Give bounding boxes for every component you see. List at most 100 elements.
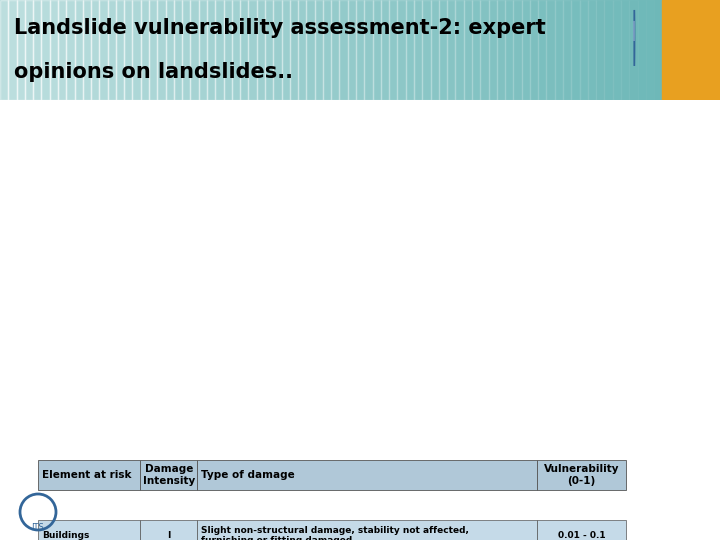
- Bar: [464, 0, 472, 100]
- Bar: [298, 0, 306, 100]
- Bar: [356, 0, 364, 100]
- Text: Vulnerability
(0-1): Vulnerability (0-1): [544, 464, 619, 485]
- Bar: [662, 0, 720, 100]
- Bar: [108, 0, 116, 100]
- Bar: [149, 0, 157, 100]
- Bar: [315, 0, 323, 100]
- Bar: [91, 0, 99, 100]
- Bar: [232, 0, 240, 100]
- Bar: [38, 520, 140, 540]
- Bar: [50, 0, 58, 100]
- Bar: [497, 0, 505, 100]
- Bar: [554, 0, 563, 100]
- Bar: [596, 0, 604, 100]
- Bar: [455, 0, 464, 100]
- Bar: [157, 0, 166, 100]
- Bar: [521, 0, 530, 100]
- Bar: [0, 0, 9, 100]
- Bar: [563, 0, 572, 100]
- Bar: [116, 0, 124, 100]
- Bar: [439, 0, 447, 100]
- Bar: [273, 0, 282, 100]
- Bar: [265, 0, 273, 100]
- Bar: [197, 520, 537, 540]
- Bar: [431, 0, 439, 100]
- Bar: [248, 0, 256, 100]
- Bar: [182, 0, 190, 100]
- Bar: [66, 0, 75, 100]
- Bar: [166, 0, 174, 100]
- Text: Buildings: Buildings: [42, 531, 89, 540]
- Text: Damage
Intensity: Damage Intensity: [143, 464, 195, 485]
- Bar: [190, 0, 199, 100]
- Bar: [197, 460, 537, 490]
- Text: Slight non-structural damage, stability not affected,
furnishing or fitting dama: Slight non-structural damage, stability …: [201, 525, 469, 540]
- Bar: [537, 460, 626, 490]
- Text: Type of damage: Type of damage: [201, 470, 295, 480]
- Bar: [289, 0, 298, 100]
- Bar: [580, 0, 588, 100]
- Bar: [38, 460, 140, 490]
- Bar: [348, 0, 356, 100]
- Bar: [33, 0, 42, 100]
- Bar: [207, 0, 215, 100]
- Bar: [414, 0, 422, 100]
- Bar: [9, 0, 17, 100]
- Bar: [132, 0, 141, 100]
- Bar: [17, 0, 24, 100]
- Bar: [572, 0, 580, 100]
- Bar: [613, 0, 621, 100]
- Bar: [538, 0, 546, 100]
- Bar: [638, 0, 646, 100]
- Bar: [480, 0, 488, 100]
- Bar: [340, 0, 348, 100]
- Bar: [215, 0, 223, 100]
- Bar: [489, 0, 497, 100]
- Bar: [373, 0, 381, 100]
- Bar: [422, 0, 431, 100]
- Bar: [307, 0, 315, 100]
- Bar: [323, 0, 331, 100]
- Bar: [257, 0, 265, 100]
- Bar: [240, 0, 248, 100]
- Bar: [646, 0, 654, 100]
- Bar: [140, 520, 197, 540]
- Bar: [223, 0, 232, 100]
- Bar: [42, 0, 50, 100]
- Bar: [83, 0, 91, 100]
- Bar: [99, 0, 108, 100]
- Text: opinions on landslides..: opinions on landslides..: [14, 62, 293, 82]
- Bar: [364, 0, 373, 100]
- Bar: [174, 0, 182, 100]
- Text: Element at risk: Element at risk: [42, 470, 132, 480]
- Bar: [621, 0, 629, 100]
- Bar: [141, 0, 149, 100]
- Bar: [588, 0, 596, 100]
- Bar: [537, 520, 626, 540]
- Bar: [447, 0, 455, 100]
- Bar: [406, 0, 414, 100]
- Text: ITS: ITS: [32, 523, 45, 532]
- Bar: [199, 0, 207, 100]
- Bar: [381, 0, 389, 100]
- Bar: [604, 0, 613, 100]
- Bar: [331, 0, 340, 100]
- Text: 0.01 - 0.1: 0.01 - 0.1: [558, 531, 606, 540]
- Text: I: I: [167, 531, 171, 540]
- Bar: [390, 0, 397, 100]
- Bar: [530, 0, 538, 100]
- Bar: [472, 0, 480, 100]
- Bar: [513, 0, 521, 100]
- Text: Landslide vulnerability assessment-2: expert: Landslide vulnerability assessment-2: ex…: [14, 18, 546, 38]
- Bar: [505, 0, 513, 100]
- Bar: [24, 0, 33, 100]
- Bar: [654, 0, 662, 100]
- Bar: [629, 0, 638, 100]
- Bar: [124, 0, 132, 100]
- Bar: [397, 0, 406, 100]
- Bar: [58, 0, 66, 100]
- Bar: [75, 0, 83, 100]
- Bar: [546, 0, 554, 100]
- Bar: [282, 0, 289, 100]
- Bar: [140, 460, 197, 490]
